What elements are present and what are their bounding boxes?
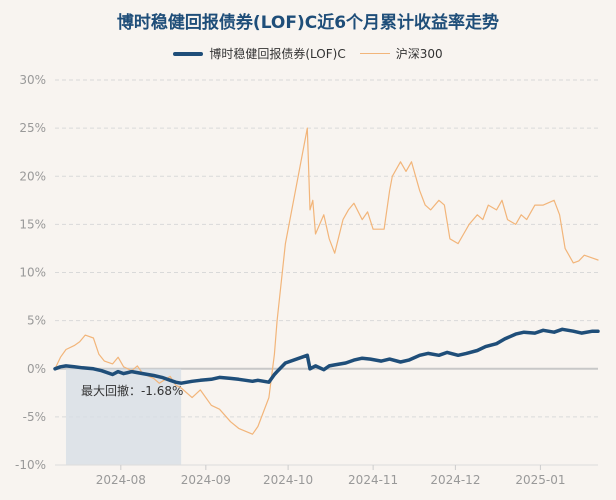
- x-tick-label: 2024-09: [181, 473, 231, 487]
- legend-swatch-index: [359, 53, 390, 54]
- chart-title: 博时稳健回报债券(LOF)C近6个月累计收益率走势: [116, 13, 500, 33]
- y-tick-label: 10%: [19, 266, 46, 280]
- max-drawdown-label: 最大回撤：-1.68%: [81, 383, 183, 398]
- y-tick-label: 0%: [27, 362, 46, 376]
- x-tick-label: 2025-01: [515, 473, 565, 487]
- legend-label-fund: 博时稳健回报债券(LOF)C: [209, 47, 346, 61]
- x-tick-label: 2024-12: [430, 473, 480, 487]
- legend-label-index: 沪深300: [395, 47, 443, 61]
- legend-item-index[interactable]: 沪深300: [359, 45, 443, 62]
- x-tick-label: 2024-10: [263, 473, 313, 487]
- fund-series-line: [53, 327, 600, 385]
- y-tick-label: 20%: [19, 169, 46, 183]
- y-tick-label: -10%: [15, 458, 46, 472]
- y-tick-label: 25%: [19, 121, 46, 135]
- y-tick-label: 5%: [27, 314, 46, 328]
- y-tick-label: 30%: [19, 73, 46, 87]
- x-tick-label: 2024-11: [348, 473, 398, 487]
- legend-swatch-fund: [173, 51, 204, 56]
- legend-item-fund[interactable]: 博时稳健回报债券(LOF)C: [173, 45, 346, 62]
- x-tick-label: 2024-08: [96, 473, 146, 487]
- y-tick-label: -5%: [23, 410, 46, 424]
- index-series-line: [54, 127, 599, 435]
- y-tick-label: 15%: [19, 217, 46, 231]
- max-drawdown-area: [65, 368, 182, 465]
- chart-legend: 博时稳健回报债券(LOF)C 沪深300: [0, 45, 616, 62]
